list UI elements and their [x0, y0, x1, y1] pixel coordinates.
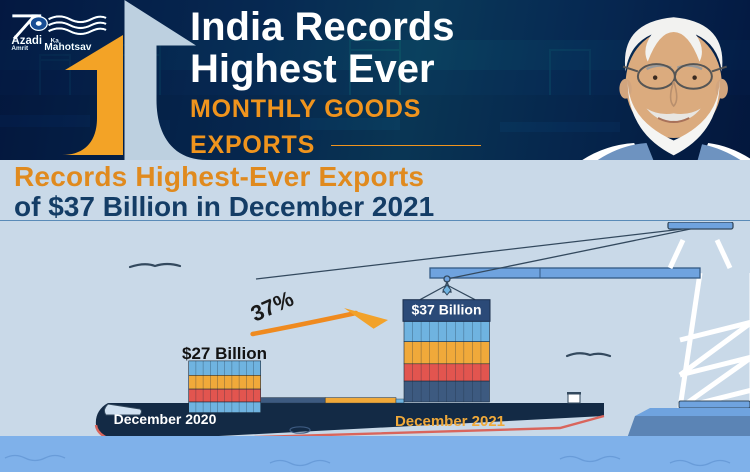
svg-text:$37 Billion: $37 Billion [411, 302, 481, 318]
svg-text:December 2021: December 2021 [395, 413, 505, 430]
svg-text:December 2020: December 2020 [114, 411, 217, 427]
svg-text:37%: 37% [247, 286, 297, 327]
svg-text:$27 Billion: $27 Billion [182, 344, 267, 363]
